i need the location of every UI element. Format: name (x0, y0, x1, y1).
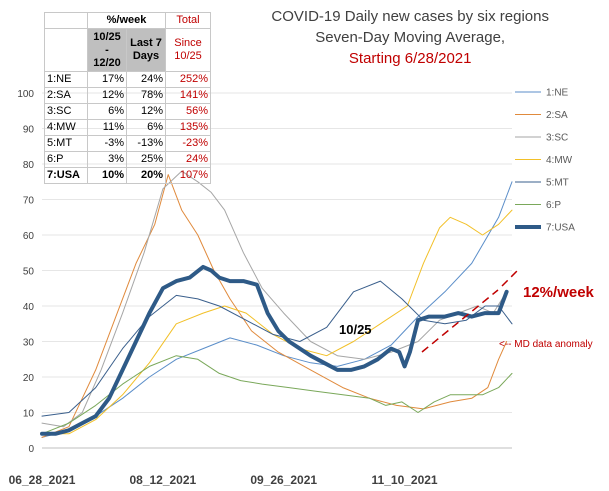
table-header-row-1: %/week Total (44, 12, 211, 29)
table-cell-c: 107% (165, 167, 211, 184)
table-cell-label: 6:P (44, 151, 88, 168)
table-cell-a: 6% (87, 103, 127, 120)
header-period: 10/25 - 12/20 (87, 28, 127, 72)
title-line-2: Seven-Day Moving Average, (315, 29, 506, 46)
series-line-2-sa (41, 174, 508, 438)
table-cell-label: 3:SC (44, 103, 88, 120)
table-cell-a: -3% (87, 135, 127, 152)
date-annotation: 10/25 (339, 322, 372, 337)
table-row: 6:P 3% 25% 24% (44, 151, 211, 168)
table-cell-a: 10% (87, 167, 127, 184)
weekly-rate-annotation: 12%/week (523, 284, 595, 301)
table-corner (44, 12, 88, 29)
anomaly-annotation: <-- MD data anomaly (499, 339, 593, 350)
legend-label: 5:MT (546, 178, 569, 189)
x-tick-label: 09_26_2021 (250, 473, 317, 487)
header-since: Since 10/25 (165, 28, 211, 72)
y-tick-label: 90 (23, 125, 35, 136)
trend-dashed-line-upper (501, 267, 521, 287)
header-per-week: %/week (87, 12, 166, 29)
x-tick-labels: 06_28_2021 08_12_2021 09_26_2021 11_10_2021 (9, 473, 438, 487)
x-tick-label: 08_12_2021 (129, 473, 196, 487)
table-cell-b: 20% (126, 167, 166, 184)
y-tick-label: 10 (23, 409, 35, 420)
table-row: 1:NE 17% 24% 252% (44, 71, 211, 88)
table-cell-c: 141% (165, 87, 211, 104)
y-tick-label: 60 (23, 231, 35, 242)
table-row: 2:SA 12% 78% 141% (44, 87, 211, 104)
legend-label: 1:NE (546, 88, 569, 99)
table-cell-b: -13% (126, 135, 166, 152)
y-tick-label: 0 (28, 444, 34, 455)
table-cell-label: 5:MT (44, 135, 88, 152)
table-cell-a: 12% (87, 87, 127, 104)
table-cell-b: 12% (126, 103, 166, 120)
legend-label: 3:SC (546, 133, 568, 144)
y-tick-labels: 0 10 20 30 40 50 60 70 80 90 100 (17, 89, 34, 455)
series-line-3-sc (41, 170, 508, 428)
table-cell-c: 135% (165, 119, 211, 136)
table-cell-c: 252% (165, 71, 211, 88)
table-cell-b: 6% (126, 119, 166, 136)
x-tick-label: 11_10_2021 (372, 473, 438, 487)
legend-label: 7:USA (546, 223, 575, 234)
title-line-1: COVID-19 Daily new cases by six regions (271, 8, 549, 25)
table-cell-b: 78% (126, 87, 166, 104)
series-lines (40, 170, 513, 438)
header-last-7-days: Last 7 Days (126, 28, 166, 72)
table-header-row-2: 10/25 - 12/20 Last 7 Days Since 10/25 (44, 28, 211, 72)
table-cell-label: 2:SA (44, 87, 88, 104)
series-line-6-p (41, 355, 513, 435)
series-line-1-ne (41, 181, 513, 438)
table-row: 4:MW 11% 6% 135% (44, 119, 211, 136)
series-line-7-usa (40, 264, 509, 436)
trend-dashed-line (421, 289, 499, 353)
table-cell-c: 56% (165, 103, 211, 120)
table-cell-a: 3% (87, 151, 127, 168)
y-tick-label: 70 (23, 196, 35, 207)
table-corner-2 (44, 28, 88, 72)
table-body: 1:NE 17% 24% 252% 2:SA 12% 78% 141% 3:SC 6% 12% 56%… (44, 71, 211, 184)
table-cell-c: -23% (165, 135, 211, 152)
table-cell-a: 17% (87, 71, 127, 88)
table-cell-b: 25% (126, 151, 166, 168)
legend: 1:NE 2:SA 3:SC 4:MW 5:MT 6:P 7:USA (515, 88, 575, 234)
y-tick-label: 30 (23, 338, 35, 349)
y-tick-label: 50 (23, 267, 35, 278)
table-row: 5:MT -3% -13% -23% (44, 135, 211, 152)
table-row: 7:USA 10% 20% 107% (44, 167, 211, 184)
summary-table: %/week Total 10/25 - 12/20 Last 7 Days S… (44, 12, 211, 184)
table-cell-c: 24% (165, 151, 211, 168)
y-tick-label: 100 (17, 89, 34, 100)
title-line-3: Starting 6/28/2021 (348, 50, 472, 67)
series-line-5-mt (41, 280, 513, 417)
header-total: Total (165, 12, 211, 29)
legend-label: 2:SA (546, 110, 568, 121)
y-tick-label: 80 (23, 160, 35, 171)
table-cell-label: 4:MW (44, 119, 88, 136)
chart-title: COVID-19 Daily new cases by six regions … (271, 6, 549, 69)
legend-label: 6:P (546, 200, 561, 211)
y-tick-label: 20 (23, 373, 35, 384)
legend-label: 4:MW (546, 155, 573, 166)
table-row: 3:SC 6% 12% 56% (44, 103, 211, 120)
table-cell-label: 1:NE (44, 71, 88, 88)
y-tick-label: 40 (23, 302, 35, 313)
table-cell-a: 11% (87, 119, 127, 136)
x-tick-label: 06_28_2021 (9, 473, 76, 487)
table-cell-label: 7:USA (44, 167, 88, 184)
table-cell-b: 24% (126, 71, 166, 88)
series-line-4-mw (41, 209, 513, 435)
